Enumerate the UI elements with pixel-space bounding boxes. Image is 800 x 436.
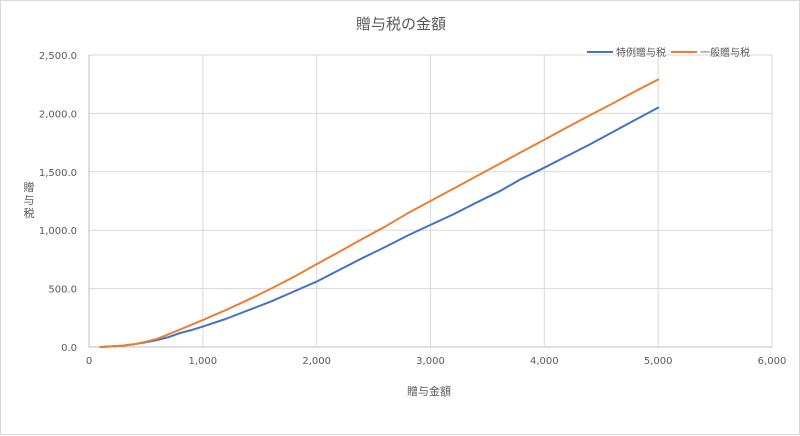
y-axis-label-char: 贈	[24, 180, 35, 194]
series-line-2	[99, 78, 660, 348]
legend: 特例贈与税 一般贈与税	[587, 46, 750, 59]
y-axis-label-char: 与	[24, 194, 35, 207]
y-tick-label: 0.0	[61, 343, 77, 354]
x-axis: 0 1,000 2,000 3,000 4,000 5,000 6,000	[86, 356, 787, 367]
x-axis-label: 贈与金額	[407, 384, 451, 398]
y-axis-label: 贈与税	[24, 180, 35, 220]
grid	[88, 54, 773, 348]
x-tick-label: 4,000	[530, 356, 559, 367]
x-tick-label: 1,000	[189, 356, 218, 367]
x-tick-label: 5,000	[644, 356, 673, 367]
y-tick-label: 1,500.0	[39, 168, 77, 179]
x-tick-label: 0	[86, 356, 92, 367]
y-tick-label: 2,000.0	[39, 109, 77, 120]
y-tick-label: 1,000.0	[39, 226, 77, 237]
legend-label-1: 特例贈与税	[616, 46, 666, 59]
y-axis: 0.0 500.0 1,000.0 1,500.0 2,000.0 2,500.0	[39, 51, 77, 354]
legend-label-2: 一般贈与税	[700, 46, 750, 59]
x-tick-label: 6,000	[758, 356, 787, 367]
chart-title: 贈与税の金額	[356, 15, 446, 33]
y-tick-label: 500.0	[48, 285, 77, 296]
series-layer	[99, 78, 660, 348]
series-line-1	[99, 106, 660, 348]
x-tick-label: 2,000	[302, 356, 331, 367]
y-axis-label-char: 税	[24, 206, 35, 220]
y-tick-label: 2,500.0	[39, 51, 77, 62]
x-tick-label: 3,000	[416, 356, 445, 367]
